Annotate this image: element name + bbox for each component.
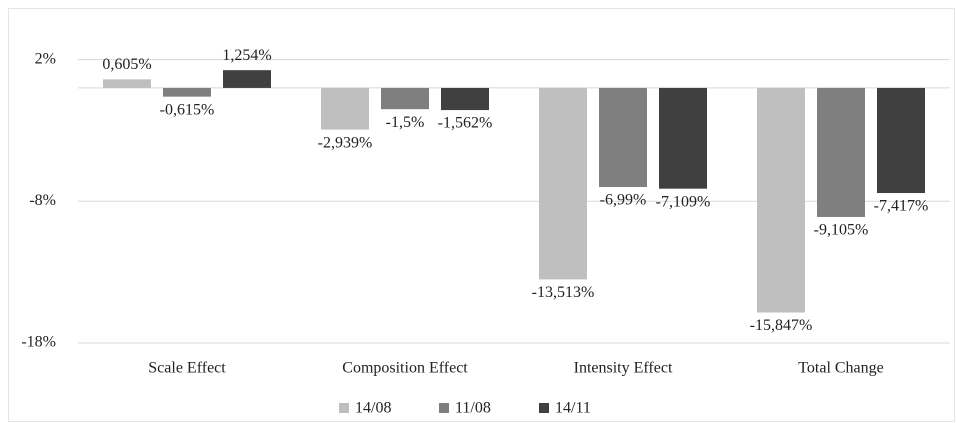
data-label: -1,5% — [386, 114, 425, 131]
chart-border — [8, 8, 955, 422]
bar — [659, 87, 707, 189]
data-label: -6,99% — [600, 192, 647, 209]
data-label: -2,939% — [318, 134, 373, 151]
legend-swatch — [439, 403, 449, 413]
y-tick-label: -18% — [21, 334, 56, 351]
x-tick-label: Intensity Effect — [574, 360, 673, 377]
data-label: 1,254% — [222, 47, 271, 64]
x-tick-label: Composition Effect — [342, 360, 468, 377]
data-label: -15,847% — [750, 317, 813, 334]
legend-label: 14/11 — [555, 400, 591, 417]
bar — [103, 79, 151, 88]
data-label: -7,417% — [874, 198, 929, 215]
legend-swatch — [339, 403, 349, 413]
data-label: -9,105% — [814, 222, 869, 239]
data-label: -1,562% — [438, 115, 493, 132]
bar — [539, 87, 587, 280]
y-tick-label: 2% — [35, 50, 56, 67]
bar — [877, 87, 925, 194]
legend-label: 14/08 — [355, 400, 391, 417]
bar — [163, 87, 211, 97]
legend-swatch — [539, 403, 549, 413]
data-label: 0,605% — [102, 56, 151, 73]
data-label: -0,615% — [160, 101, 215, 118]
bar — [381, 87, 429, 110]
x-tick-label: Total Change — [798, 360, 884, 377]
x-tick-label: Scale Effect — [148, 360, 226, 377]
bar — [441, 87, 489, 111]
data-label: -13,513% — [532, 284, 595, 301]
bar — [599, 87, 647, 187]
bar — [321, 87, 369, 130]
bar — [223, 70, 271, 88]
bar — [817, 87, 865, 217]
bar — [757, 87, 805, 313]
legend-label: 11/08 — [455, 400, 491, 417]
data-label: -7,109% — [656, 193, 711, 210]
y-tick-label: -8% — [29, 192, 56, 209]
